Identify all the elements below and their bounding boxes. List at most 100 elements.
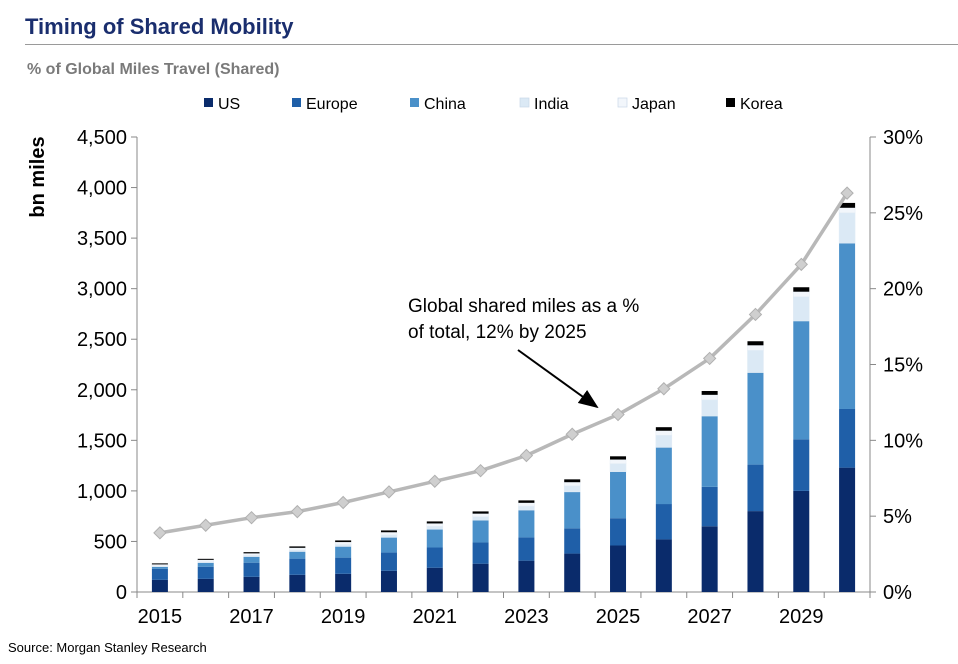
bar-japan (151, 564, 169, 567)
bar-india (472, 516, 489, 521)
bar-europe (655, 504, 672, 540)
bar-china (472, 520, 489, 543)
bar-india (563, 485, 581, 493)
x-tick-label: 2027 (687, 606, 732, 628)
legend-label-europe: Europe (306, 96, 358, 113)
bar-us (380, 570, 397, 592)
legend-swatch-japan (617, 97, 628, 108)
title-divider (25, 44, 958, 45)
line-marker (244, 510, 259, 525)
chart-subtitle: % of Global Miles Travel (Shared) (27, 61, 280, 78)
bar-japan (747, 345, 764, 351)
y2-tick-label: 0% (883, 582, 912, 604)
legend-label-japan: Japan (632, 96, 676, 113)
line-marker (199, 518, 213, 532)
bar-japan (701, 394, 718, 401)
line-marker (657, 382, 671, 396)
bar-china (655, 447, 672, 505)
bar-india (380, 534, 398, 538)
y-tick-label: 2,500 (77, 329, 127, 351)
bar-us (610, 545, 627, 592)
bar-japan (518, 502, 535, 507)
bar-korea (793, 287, 810, 292)
bar-korea (426, 521, 443, 524)
bar-china (151, 566, 168, 569)
y-tick-label: 4,500 (77, 127, 127, 149)
line-marker (153, 526, 167, 540)
bar-japan (472, 513, 489, 517)
bar-europe (747, 464, 764, 512)
legend-label-india: India (534, 96, 569, 113)
bar-europe (610, 518, 627, 546)
bar-europe (564, 528, 581, 554)
source-note: Source: Morgan Stanley Research (8, 640, 207, 655)
x-tick-label: 2029 (779, 606, 824, 628)
bar-china (380, 537, 397, 553)
bar-china (518, 510, 535, 538)
legend-swatch-china (410, 98, 419, 107)
bar-japan (334, 541, 352, 545)
bar-europe (289, 558, 306, 575)
bar-europe (426, 547, 443, 568)
bar-europe (839, 408, 856, 468)
bar-japan (289, 547, 306, 551)
bar-korea (701, 390, 718, 395)
bar-china (335, 546, 352, 558)
bar-india (609, 463, 627, 472)
bar-japan (838, 207, 856, 214)
line-marker (840, 186, 854, 200)
bar-japan (655, 430, 673, 436)
line-marker (748, 307, 763, 322)
bar-europe (380, 552, 397, 571)
line-marker (382, 485, 396, 499)
line-marker (473, 463, 488, 478)
bar-europe (701, 486, 718, 527)
bar-japan (197, 559, 214, 562)
legend-label-china: China (424, 96, 466, 113)
line-marker (611, 407, 625, 422)
bar-us (243, 576, 260, 592)
bar-europe (335, 557, 352, 574)
bar-europe (197, 566, 214, 579)
bar-korea (518, 500, 535, 503)
page-title: Timing of Shared Mobility (25, 14, 294, 39)
line-marker (290, 504, 305, 519)
y-tick-label: 3,000 (77, 279, 127, 301)
bar-japan (380, 531, 398, 536)
legend-swatch-us (204, 98, 213, 107)
bar-india (334, 544, 352, 547)
legend-swatch-korea (726, 98, 735, 107)
shared-miles-line (159, 192, 849, 535)
y-tick-label: 4,000 (77, 178, 127, 200)
bar-india (701, 399, 718, 417)
line-marker (428, 474, 442, 488)
bar-us (472, 563, 489, 592)
bar-us (655, 539, 672, 592)
bar-china (610, 471, 627, 519)
annotation-arrow (517, 349, 599, 409)
y2-tick-label: 20% (883, 279, 923, 301)
bar-us (747, 511, 764, 592)
bar-india (655, 435, 673, 448)
bar-europe (243, 562, 260, 577)
bar-us (335, 573, 352, 592)
legend-swatch-india (519, 97, 530, 108)
bar-us (518, 560, 535, 592)
bar-china (701, 416, 718, 487)
bar-korea (610, 456, 627, 460)
bar-korea (472, 511, 489, 514)
bar-us (426, 567, 443, 592)
y-tick-label: 0 (116, 582, 127, 604)
bar-korea (151, 563, 168, 565)
bar-us (839, 467, 856, 592)
x-tick-label: 2015 (138, 606, 183, 628)
line-marker (702, 351, 717, 366)
bar-korea (380, 530, 397, 533)
bar-china (564, 491, 581, 529)
bar-japan (563, 481, 581, 487)
bar-india (838, 212, 856, 244)
bar-europe (793, 439, 810, 491)
bar-india (793, 296, 810, 322)
x-tick-label: 2021 (413, 606, 458, 628)
